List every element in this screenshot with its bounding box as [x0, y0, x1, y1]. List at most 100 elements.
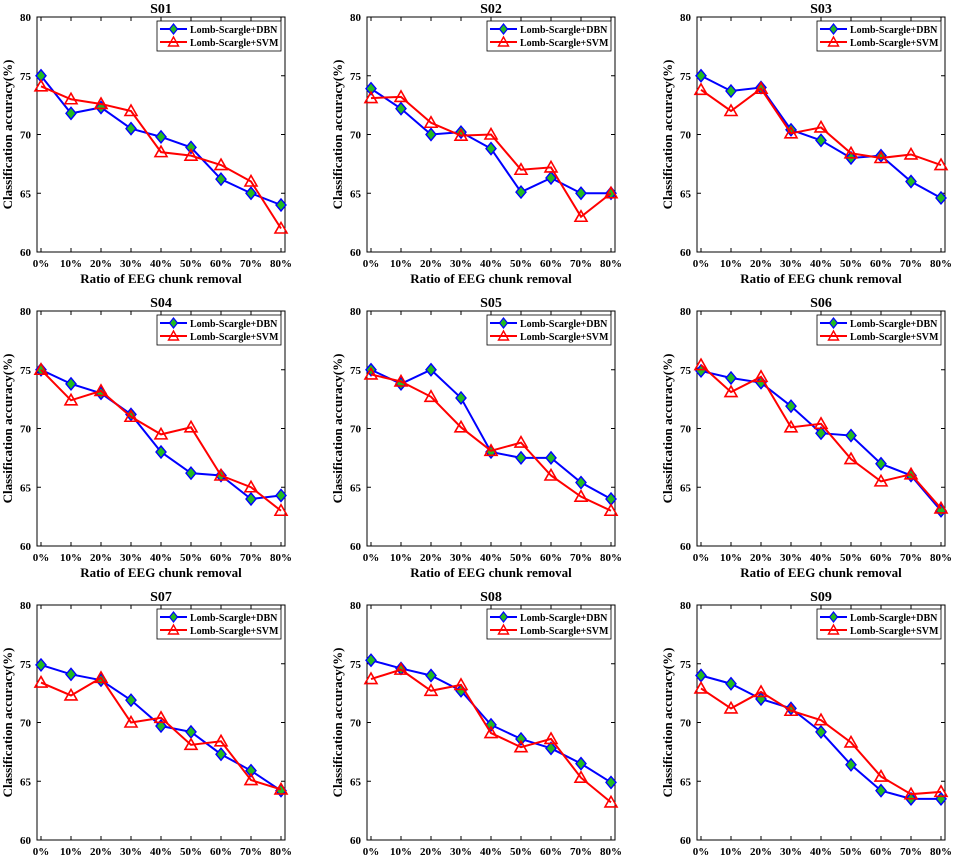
- y-tick-label: 60: [20, 541, 32, 553]
- y-axis-label: Classification accuracy(%): [0, 354, 15, 504]
- x-tick-label: 10%: [60, 552, 82, 564]
- legend-label: Lomb-Scargle+DBN: [520, 25, 608, 36]
- point-svm: [243, 479, 259, 493]
- series-line-svm: [700, 87, 942, 166]
- point-svm: [273, 503, 289, 517]
- legend-marker-svm: [827, 623, 840, 635]
- point-svm: [873, 768, 889, 782]
- point-dbn: [215, 172, 227, 187]
- point-dbn: [65, 376, 77, 391]
- point-svm: [753, 369, 769, 383]
- y-tick-label: 80: [680, 600, 692, 612]
- x-axis-label: Ratio of EEG chunk removal: [740, 565, 902, 580]
- x-tick-label: 20%: [90, 258, 112, 270]
- point-svm: [393, 662, 409, 675]
- point-svm: [123, 714, 139, 728]
- point-dbn: [245, 491, 257, 507]
- x-tick-label: 60%: [870, 552, 892, 564]
- point-svm: [93, 670, 109, 684]
- point-dbn: [845, 428, 857, 443]
- point-svm: [93, 96, 109, 110]
- x-tick-label: 70%: [240, 258, 262, 270]
- point-dbn: [425, 362, 437, 377]
- x-tick-label: 20%: [90, 846, 112, 858]
- y-tick-label: 70: [20, 718, 32, 730]
- point-svm: [483, 443, 499, 457]
- x-tick-label: 10%: [720, 552, 742, 564]
- x-tick-label: 0%: [33, 258, 50, 270]
- point-dbn: [425, 668, 437, 683]
- legend-label: Lomb-Scargle+DBN: [190, 613, 278, 624]
- point-dbn: [845, 757, 857, 772]
- point-dbn: [485, 141, 497, 156]
- y-tick-label: 75: [350, 71, 362, 83]
- series-line-svm: [370, 373, 612, 512]
- x-tick-label: 10%: [390, 258, 412, 270]
- chart-title: S06: [810, 296, 832, 311]
- chart-panel-s01: S01 60 65 70 75 80 0% 10% 20% 30% 40% 50% 60% 70% 80% R…: [0, 2, 292, 286]
- point-svm: [573, 209, 589, 223]
- legend-marker-dbn: [498, 23, 509, 35]
- point-svm: [93, 383, 109, 397]
- legend-label: Lomb-Scargle+SVM: [850, 626, 939, 637]
- x-tick-label: 70%: [240, 552, 262, 564]
- legend-label: Lomb-Scargle+SVM: [520, 626, 609, 637]
- y-tick-label: 70: [680, 718, 692, 730]
- point-dbn: [545, 170, 557, 186]
- y-axis-label: Classification accuracy(%): [330, 60, 345, 210]
- point-dbn: [905, 174, 917, 189]
- point-svm: [183, 737, 199, 751]
- x-tick-label: 80%: [270, 846, 292, 858]
- x-tick-label: 40%: [150, 846, 172, 858]
- point-dbn: [515, 184, 527, 200]
- x-tick-label: 50%: [180, 258, 202, 270]
- chart-title: S08: [480, 590, 502, 605]
- point-dbn: [275, 197, 287, 213]
- x-axis-label: Ratio of EEG chunk removal: [80, 271, 242, 286]
- y-tick-label: 80: [350, 306, 362, 318]
- point-dbn: [815, 426, 827, 441]
- point-dbn: [515, 731, 527, 747]
- x-tick-label: 20%: [420, 552, 442, 564]
- chart-title: S01: [150, 2, 172, 17]
- point-svm: [873, 150, 889, 164]
- x-tick-label: 60%: [210, 552, 232, 564]
- point-svm: [603, 185, 619, 199]
- x-tick-label: 80%: [270, 258, 292, 270]
- x-tick-label: 10%: [720, 846, 742, 858]
- chart-panel-s08: S0860657075800%10%20%30%40%50%60%70%80%R…: [330, 590, 622, 865]
- point-svm: [603, 794, 619, 808]
- legend-label: Lomb-Scargle+SVM: [190, 626, 279, 637]
- point-svm: [273, 220, 289, 234]
- y-tick-label: 65: [350, 776, 362, 788]
- x-tick-label: 30%: [780, 846, 802, 858]
- legend-label: Lomb-Scargle+DBN: [850, 613, 938, 624]
- x-tick-label: 60%: [210, 258, 232, 270]
- chart-title: S04: [150, 296, 172, 311]
- y-tick-label: 60: [350, 541, 362, 553]
- y-tick-label: 75: [20, 659, 32, 671]
- point-svm: [423, 683, 439, 697]
- point-dbn: [65, 106, 77, 121]
- x-tick-label: 30%: [120, 258, 142, 270]
- chart-panel-s07: S0760657075800%10%20%30%40%50%60%70%80%R…: [0, 590, 292, 865]
- x-tick-label: 70%: [240, 846, 262, 858]
- legend-label: Lomb-Scargle+DBN: [520, 613, 608, 624]
- point-svm: [843, 734, 859, 748]
- y-axis-label: Classification accuracy(%): [660, 354, 675, 504]
- point-svm: [153, 426, 169, 440]
- y-tick-label: 80: [20, 12, 32, 24]
- x-tick-label: 50%: [840, 846, 862, 858]
- point-dbn: [575, 756, 587, 771]
- series-line-svm: [40, 676, 282, 791]
- legend-marker-svm: [497, 623, 510, 635]
- point-svm: [843, 451, 859, 465]
- x-tick-label: 0%: [33, 552, 50, 564]
- x-tick-label: 0%: [33, 846, 50, 858]
- y-tick-label: 60: [680, 247, 692, 259]
- x-tick-label: 70%: [900, 258, 922, 270]
- y-tick-label: 80: [20, 600, 32, 612]
- y-tick-label: 60: [680, 835, 692, 847]
- x-tick-label: 40%: [810, 258, 832, 270]
